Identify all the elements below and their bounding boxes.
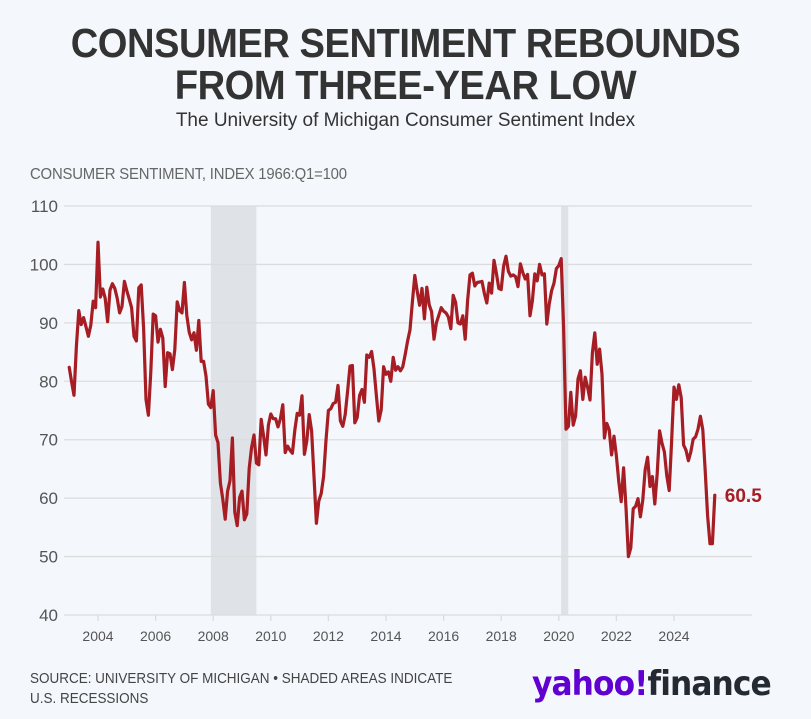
x-tick-label-2006: 2006: [140, 628, 171, 644]
y-tick-label-70: 70: [39, 431, 58, 450]
x-tick-label-2004: 2004: [82, 628, 113, 644]
chart-subtitle: The University of Michigan Consumer Sent…: [175, 110, 636, 131]
recession-band-1: [210, 206, 257, 615]
source-note: SOURCE: UNIVERSITY OF MICHIGAN • SHADED …: [30, 669, 452, 709]
x-tick-label-2018: 2018: [486, 628, 517, 644]
gridlines: [64, 205, 752, 616]
yahoo-finance-logo: yahoo!finance: [532, 664, 772, 704]
chart-title-line-2: FROM THREE-YEAR LOW: [174, 62, 637, 108]
logo-bang: !: [634, 664, 648, 704]
y-tick-label-110: 110: [31, 197, 58, 216]
y-tick-label-100: 100: [30, 255, 58, 274]
y-axis-ticks: 40 50 60 70 80 90 100 110: [30, 197, 58, 625]
recession-bands: [210, 206, 569, 615]
logo-yahoo-text: yahoo: [532, 664, 635, 704]
x-tick-label-2014: 2014: [370, 628, 401, 644]
x-tick-label-2022: 2022: [601, 628, 632, 644]
x-tick-label-2024: 2024: [658, 628, 689, 644]
data-points: [68, 241, 716, 558]
y-tick-label-50: 50: [39, 548, 58, 567]
y-tick-label-60: 60: [39, 489, 58, 508]
source-line-1: SOURCE: UNIVERSITY OF MICHIGAN • SHADED …: [30, 671, 453, 687]
x-tick-label-2016: 2016: [428, 628, 459, 644]
x-tick-label-2020: 2020: [543, 628, 574, 644]
x-tick-label-2010: 2010: [255, 628, 286, 644]
chart-title-line-1: CONSUMER SENTIMENT REBOUNDS: [70, 20, 741, 66]
chart-title: CONSUMER SENTIMENT REBOUNDS FROM THREE-Y…: [28, 22, 782, 106]
y-tick-label-40: 40: [39, 606, 58, 625]
x-axis-ticks: 2004 2006 2008 2010 2012 2014 2016 2018 2020 2022…: [82, 615, 690, 644]
logo-finance-text: finance: [647, 664, 772, 704]
y-axis-title: CONSUMER SENTIMENT, INDEX 1966:Q1=100: [30, 166, 347, 183]
x-tick-label-2008: 2008: [198, 628, 229, 644]
y-tick-label-80: 80: [39, 372, 58, 391]
latest-value-label: 60.5: [725, 486, 762, 507]
sentiment-series-line: [67, 240, 717, 559]
x-tick-label-2012: 2012: [313, 628, 344, 644]
y-tick-label-90: 90: [39, 314, 58, 333]
source-line-2: U.S. RECESSIONS: [30, 691, 149, 707]
